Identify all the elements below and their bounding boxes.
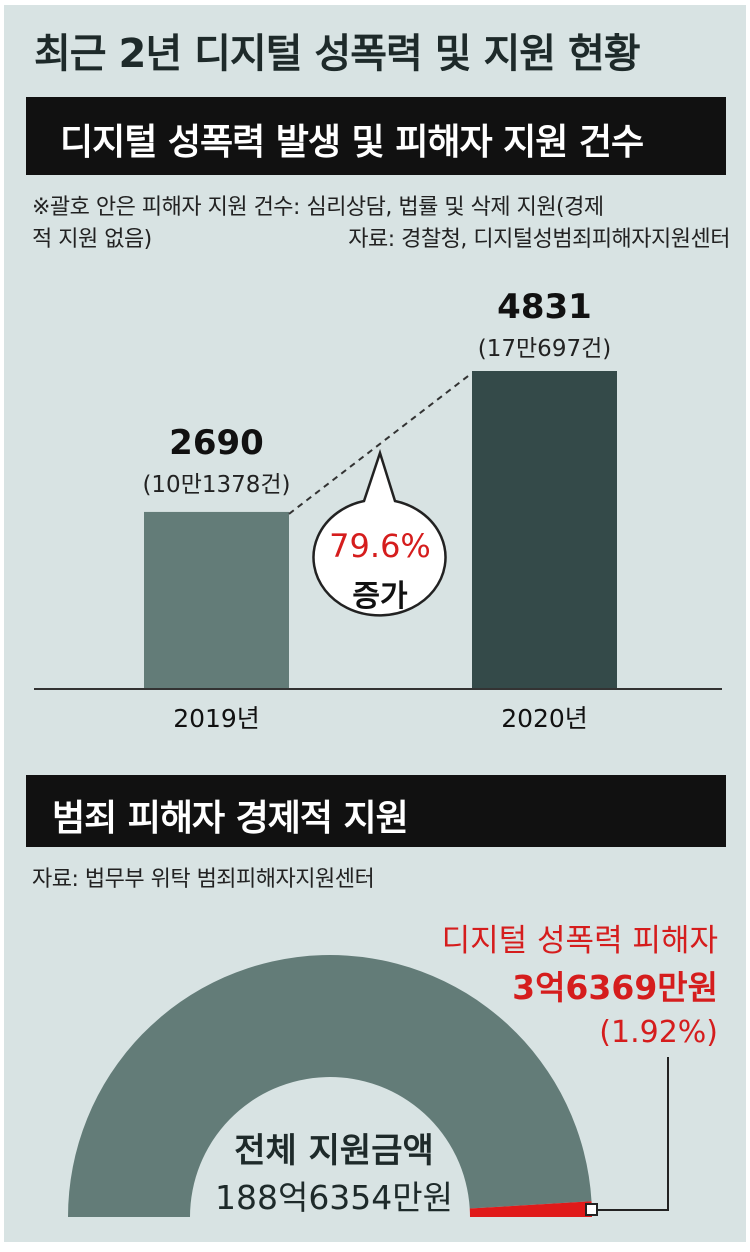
increase-percent: 79.6% (329, 527, 431, 565)
increase-text: 증가 (352, 579, 408, 614)
highlight-share: (1.92%) (599, 1015, 718, 1050)
bar-2019 (144, 511, 289, 689)
gauge-total-arc (68, 954, 592, 1217)
trend-dashed-line (288, 372, 473, 515)
increase-bubble (312, 448, 447, 617)
leader-endpoint (585, 1203, 598, 1216)
support-label-2020: (17만697건) (477, 336, 612, 362)
section1-note-line2: 적 지원 없음) (32, 227, 152, 252)
section1-source: 자료: 경찰청, 디지털성범죄피해자지원센터 (348, 227, 730, 252)
total-value: 188억6354만원 (214, 1178, 454, 1217)
infographic: 최근 2년 디지털 성폭력 및 지원 현황 디지털 성폭력 발생 및 피해자 지… (4, 5, 746, 1242)
section1-heading: 디지털 성폭력 발생 및 피해자 지원 건수 (26, 97, 726, 175)
highlight-label: 디지털 성폭력 피해자 (441, 923, 718, 959)
highlight-value: 3억6369만원 (512, 968, 718, 1007)
gauge-highlight-arc (469, 1201, 592, 1217)
category-2020: 2020년 (501, 704, 588, 733)
value-label-2019: 2690 (169, 423, 264, 463)
support-label-2019: (10만1378건) (142, 472, 291, 498)
section2-source: 자료: 법무부 위탁 범죄피해자지원센터 (32, 867, 375, 892)
total-label: 전체 지원금액 (234, 1131, 434, 1171)
category-2019: 2019년 (173, 704, 260, 733)
page-title: 최근 2년 디지털 성폭력 및 지원 현황 (34, 31, 641, 77)
bar-2020 (472, 371, 617, 689)
leader-line (597, 1057, 669, 1211)
bar-chart (34, 371, 722, 1217)
section2-heading: 범죄 피해자 경제적 지원 (26, 775, 726, 847)
value-label-2020: 4831 (497, 287, 592, 327)
section1-note-line1: ※괄호 안은 피해자 지원 건수: 심리상담, 법률 및 삭제 지원(경제 (32, 195, 604, 220)
